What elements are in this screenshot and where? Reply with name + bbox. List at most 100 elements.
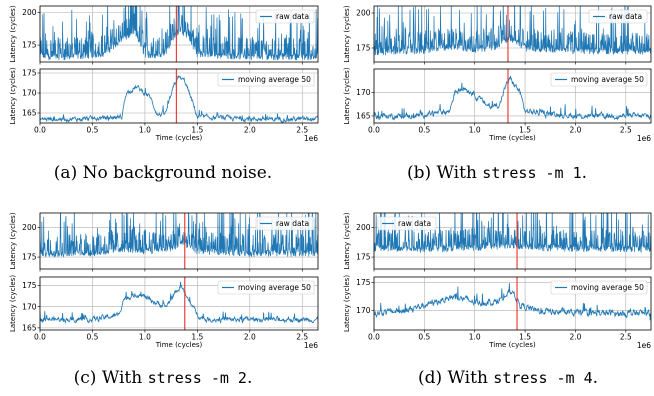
caption-c-prefix: (c) With [73, 368, 148, 388]
series-line [40, 281, 318, 325]
x-tick-label: 1.0 [469, 333, 481, 342]
panel-c-raw: 175 200 Latency (cycles) raw data [9, 212, 319, 272]
y-axis-label: Latency (cycles) [9, 212, 17, 269]
caption-d-prefix: (d) With [417, 368, 494, 388]
x-axis-exponent: 1e6 [637, 134, 651, 143]
legend: raw data [255, 216, 315, 231]
x-axis-label: Time (cycles) [488, 341, 536, 349]
x-tick-label: 2.5 [620, 126, 632, 135]
x-tick-label: 0.5 [418, 126, 430, 135]
y-tick-label: 175 [22, 41, 37, 50]
x-tick-label: 2.5 [296, 126, 308, 135]
y-tick-label: 170 [356, 88, 371, 97]
panel-b-raw: 175 200 Latency (cycles) raw data [343, 5, 652, 65]
x-tick-label: 0.0 [368, 333, 380, 342]
legend-label: moving average 50 [238, 283, 311, 292]
y-tick-label: 170 [22, 302, 37, 311]
x-tick-label: 0.0 [368, 126, 380, 135]
caption-c: (c) With stress -m 2. [74, 368, 253, 388]
y-axis-label: Latency (cycles) [343, 275, 351, 332]
legend: moving average 50 [550, 280, 648, 295]
x-tick-label: 2.5 [296, 333, 308, 342]
y-tick-label: 165 [22, 323, 37, 332]
caption-d-suffix: . [592, 368, 599, 388]
series-line [374, 283, 651, 321]
plot-frame [39, 5, 319, 63]
y-tick-label: 175 [22, 253, 37, 262]
legend-label: raw data [398, 219, 431, 228]
x-tick-label: 2.0 [244, 333, 256, 342]
legend-box [550, 280, 648, 295]
series-line [374, 6, 651, 56]
x-tick-label: 2.0 [244, 126, 256, 135]
y-tick-label: 165 [22, 109, 37, 118]
x-axis-label: Time (cycles) [155, 341, 203, 349]
caption-a-prefix: (a) No background noise. [53, 163, 273, 183]
y-tick-label: 175 [22, 69, 37, 78]
panel-a-avg: 0.0 0.5 1.0 1.5 2.0 2.5 165 170 175 Latency (cycl… [9, 67, 319, 143]
x-axis-exponent: 1e6 [637, 341, 651, 350]
caption-b-prefix: (b) With [406, 163, 483, 183]
y-tick-label: 200 [22, 8, 37, 17]
legend: raw data [377, 216, 437, 231]
legend: moving average 50 [550, 72, 648, 87]
legend-box [377, 216, 437, 231]
x-tick-label: 0.5 [86, 333, 98, 342]
caption-d-command: stress -m 4 [493, 369, 593, 387]
series-moving-average [40, 281, 318, 325]
plot-frame [373, 276, 652, 331]
series-moving-average [374, 75, 651, 121]
series-line [374, 75, 651, 121]
x-tick-label: 2.0 [569, 333, 581, 342]
legend-label: raw data [276, 219, 309, 228]
y-tick-label: 175 [356, 253, 371, 262]
caption-c-command: stress -m 2 [147, 369, 247, 387]
legend: moving average 50 [217, 280, 315, 295]
caption-c-suffix: . [246, 368, 253, 388]
x-tick-label: 1.0 [139, 126, 151, 135]
legend: moving average 50 [217, 72, 315, 87]
panel-d-raw: 175 200 Latency (cycles) raw data [343, 212, 652, 272]
y-axis-label: Latency (cycles) [343, 212, 351, 269]
series-line [40, 75, 318, 123]
x-tick-label: 2.0 [569, 126, 581, 135]
x-axis-exponent: 1e6 [304, 341, 318, 350]
series-raw-data [374, 6, 651, 56]
x-tick-label: 1.0 [469, 126, 481, 135]
y-tick-label: 175 [356, 278, 371, 287]
legend-label: moving average 50 [238, 75, 311, 84]
y-tick-label: 200 [356, 223, 371, 232]
series-moving-average [40, 75, 318, 123]
x-tick-label: 0.5 [418, 333, 430, 342]
series-raw-data [40, 213, 318, 258]
plot-frame [373, 5, 652, 63]
y-tick-label: 200 [22, 223, 37, 232]
legend-label: moving average 50 [571, 75, 644, 84]
legend-box [550, 72, 648, 87]
x-tick-label: 0.0 [34, 333, 46, 342]
legend: raw data [588, 9, 648, 24]
x-axis-label: Time (cycles) [155, 134, 203, 142]
legend-box [255, 216, 315, 231]
x-axis-exponent: 1e6 [304, 134, 318, 143]
caption-b-suffix: . [581, 163, 588, 183]
series-raw-data [374, 213, 651, 254]
legend-label: moving average 50 [571, 283, 644, 292]
caption-a: (a) No background noise. [54, 163, 272, 183]
series-line [40, 6, 318, 61]
series-line [374, 213, 651, 254]
legend-label: raw data [609, 12, 642, 21]
plot-frame [373, 212, 652, 270]
x-tick-label: 1.5 [191, 126, 203, 135]
y-tick-label: 175 [356, 44, 371, 53]
panel-b-avg: 0.0 0.5 1.0 1.5 2.0 2.5 165 170 Latency (cycles)… [343, 67, 652, 143]
caption-b: (b) With stress -m 1. [407, 163, 587, 183]
x-tick-label: 1.5 [191, 333, 203, 342]
x-tick-label: 1.5 [519, 126, 531, 135]
y-tick-label: 175 [22, 281, 37, 290]
series-line [40, 213, 318, 258]
x-tick-label: 0.0 [34, 126, 46, 135]
panel-c-avg: 0.0 0.5 1.0 1.5 2.0 2.5 165 170 175 Latency (cycl… [9, 275, 319, 350]
y-axis-label: Latency (cycles) [9, 5, 17, 62]
